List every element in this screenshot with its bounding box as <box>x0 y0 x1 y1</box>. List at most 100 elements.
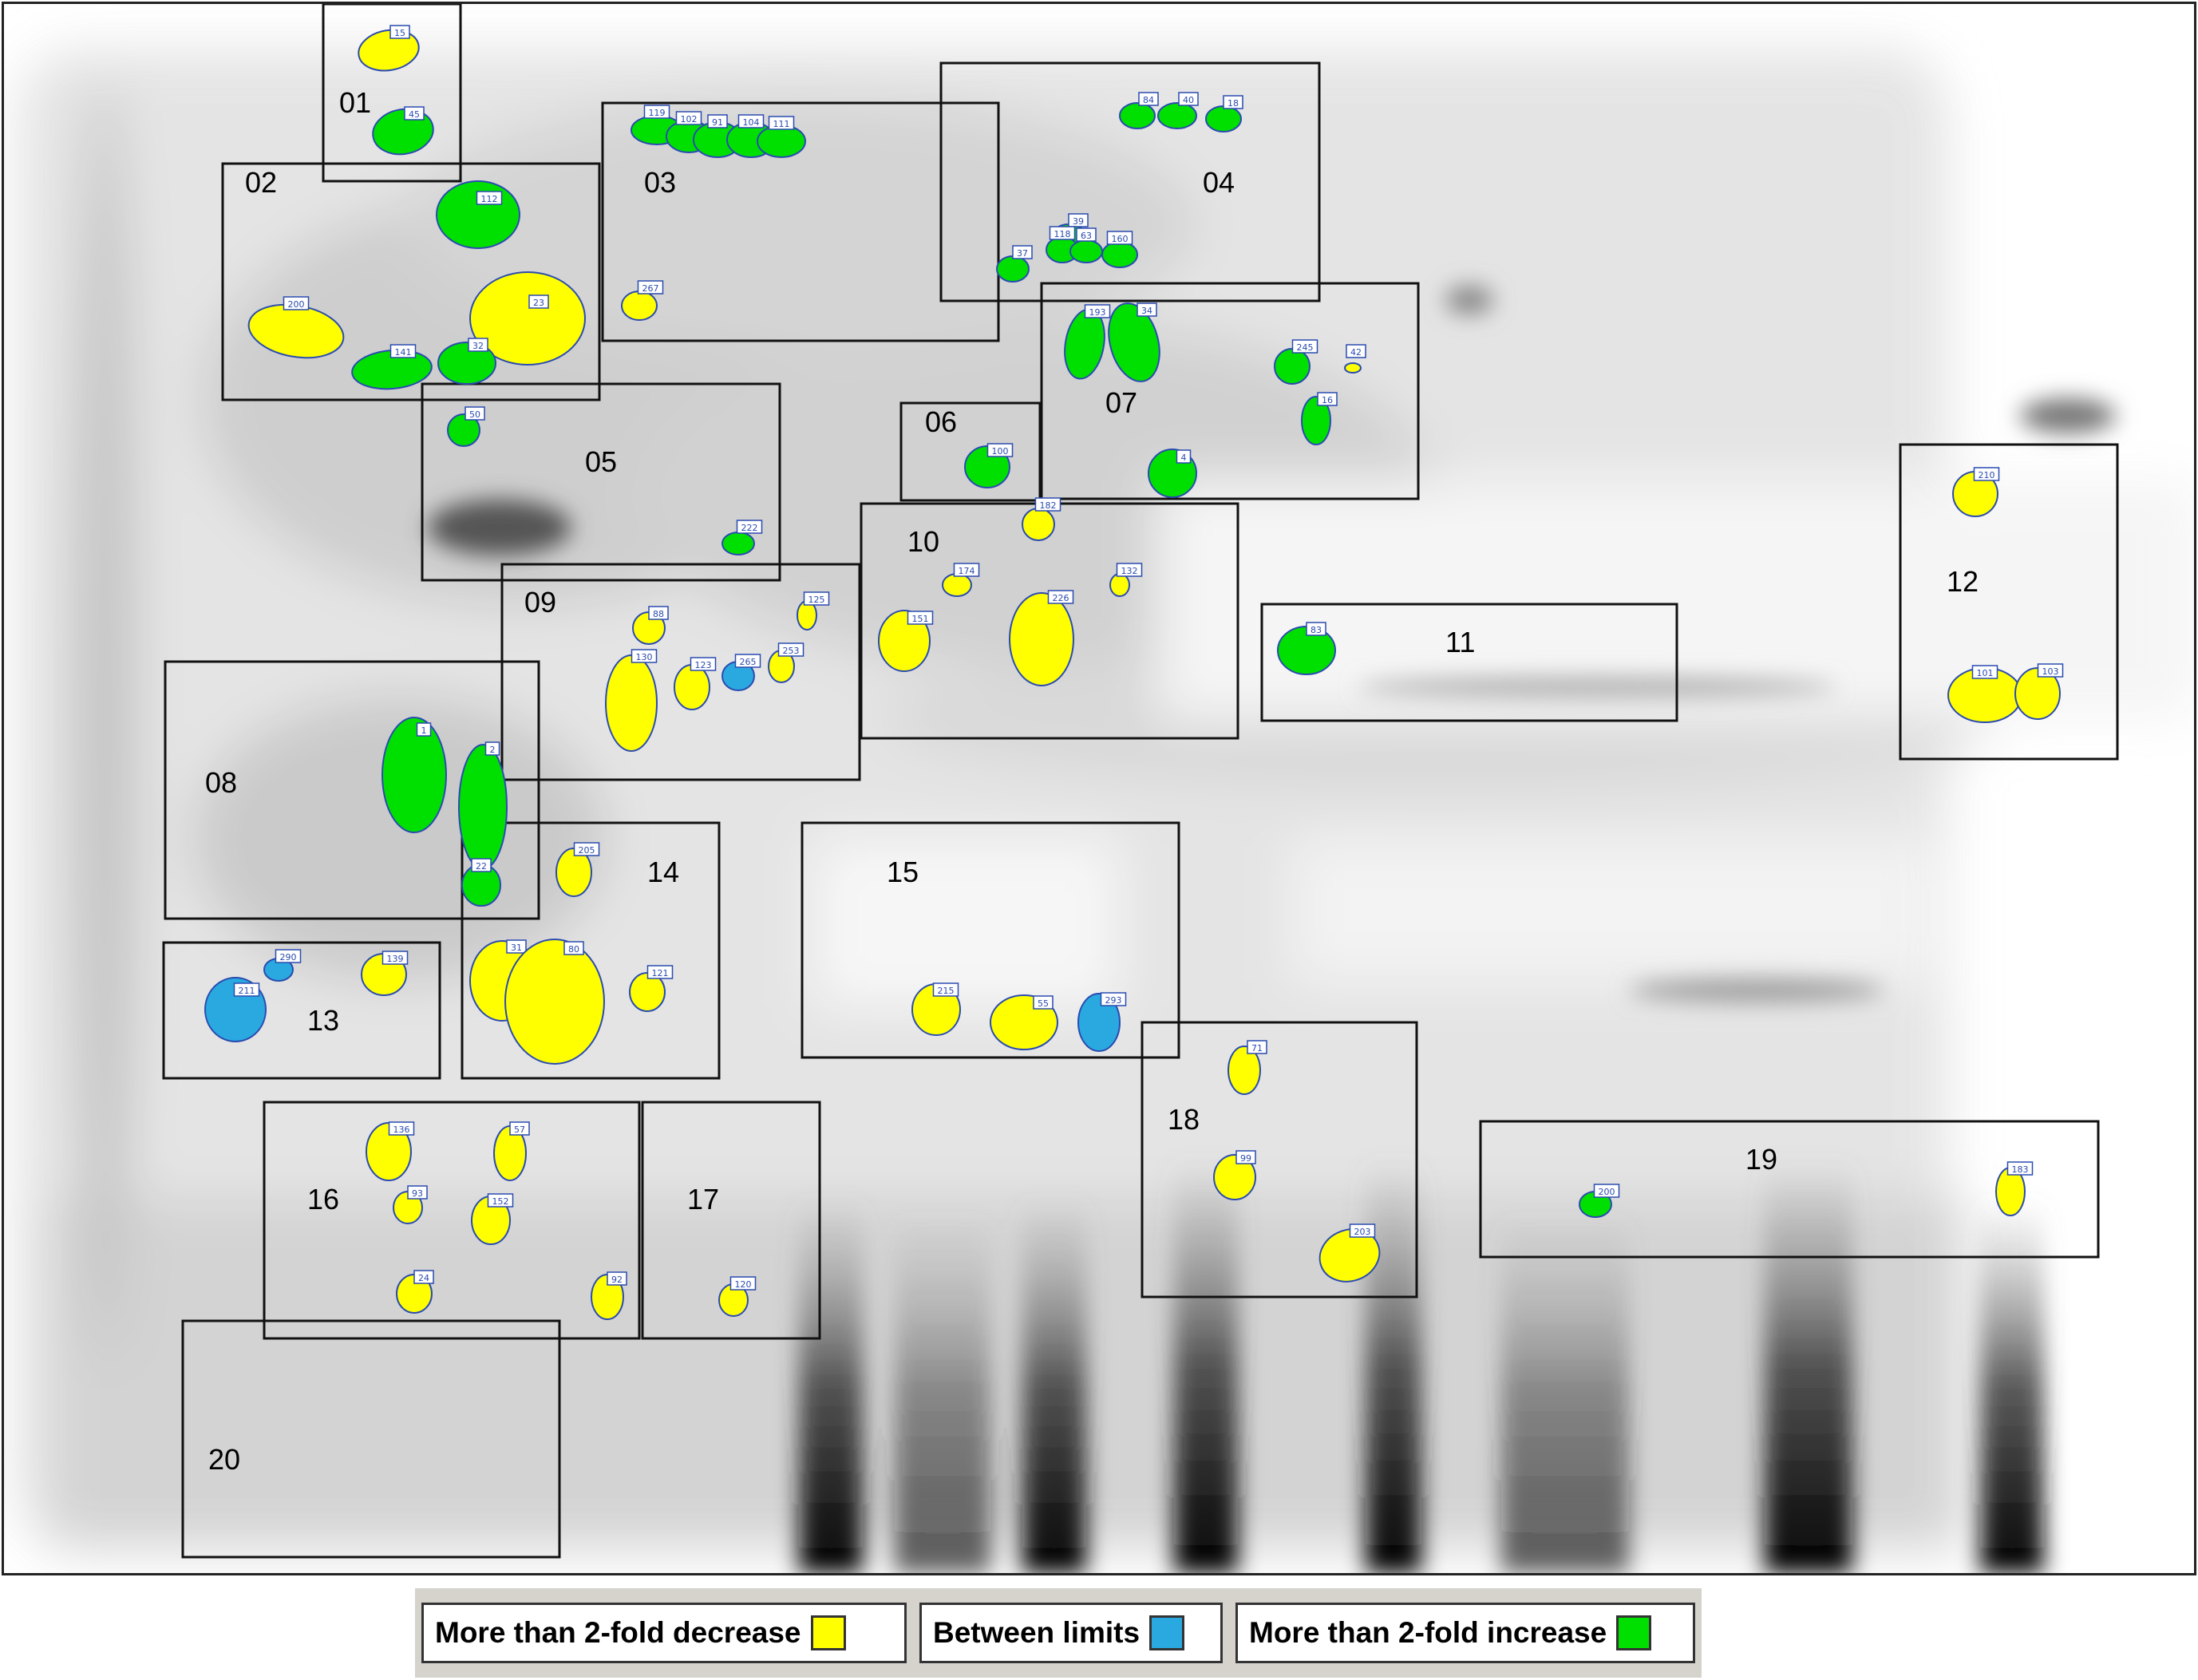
spot-22[interactable]: 22 <box>461 858 501 907</box>
spot-139[interactable]: 139 <box>361 951 409 996</box>
spot-id-293: 293 <box>1105 995 1122 1006</box>
spot-18[interactable]: 18 <box>1205 95 1243 132</box>
spot-183[interactable]: 183 <box>1995 1161 2034 1216</box>
spot-tag-box-57 <box>509 1121 530 1136</box>
spot-222[interactable]: 222 <box>721 520 763 555</box>
region-box-01 <box>322 4 462 183</box>
spot-84[interactable]: 84 <box>1119 92 1159 129</box>
spot-210[interactable]: 210 <box>1952 467 2000 517</box>
spot-267[interactable]: 267 <box>621 280 664 321</box>
region-box-12 <box>1899 443 2119 761</box>
spot-130[interactable]: 130 <box>605 649 658 752</box>
spot-tag-box-37 <box>1012 245 1033 259</box>
spot-111[interactable]: 111 <box>757 116 806 158</box>
spot-id-84: 84 <box>1143 95 1154 105</box>
spot-63[interactable]: 63 <box>1069 227 1103 263</box>
spot-15[interactable]: 15 <box>355 25 422 75</box>
spot-200[interactable]: 200 <box>1579 1184 1620 1218</box>
region-label-08: 08 <box>205 766 237 799</box>
spot-23[interactable]: 23 <box>469 271 586 366</box>
spot-57[interactable]: 57 <box>493 1121 530 1181</box>
spot-123[interactable]: 123 <box>674 657 717 710</box>
spot-shape-111 <box>757 125 806 158</box>
spot-id-24: 24 <box>418 1273 429 1283</box>
region-label-16: 16 <box>307 1183 339 1216</box>
spot-121[interactable]: 121 <box>629 965 674 1012</box>
region-label-15: 15 <box>887 856 919 888</box>
spot-id-200: 200 <box>1599 1187 1615 1197</box>
spot-32[interactable]: 32 <box>437 338 496 385</box>
spot-4[interactable]: 4 <box>1148 449 1197 498</box>
spot-141[interactable]: 141 <box>350 344 433 392</box>
legend-item-increase: More than 2-fold increase <box>1235 1603 1695 1663</box>
spot-93[interactable]: 93 <box>393 1185 428 1224</box>
spot-112[interactable]: 112 <box>436 180 520 249</box>
spot-tag-box-222 <box>736 520 763 534</box>
spot-193[interactable]: 193 <box>1060 304 1111 381</box>
spot-293[interactable]: 293 <box>1077 992 1127 1052</box>
spot-tag-box-34 <box>1137 302 1157 317</box>
region-label-20: 20 <box>208 1443 240 1476</box>
spot-1[interactable]: 1 <box>381 717 447 833</box>
spot-136[interactable]: 136 <box>366 1121 415 1181</box>
spot-160[interactable]: 160 <box>1101 231 1138 268</box>
spot-tag-box-84 <box>1138 92 1159 106</box>
region-label-09: 09 <box>524 586 556 619</box>
spot-71[interactable]: 71 <box>1227 1040 1267 1095</box>
spot-88[interactable]: 88 <box>632 606 669 645</box>
spot-45[interactable]: 45 <box>370 105 437 159</box>
spot-tag-box-245 <box>1291 339 1318 354</box>
spot-2[interactable]: 2 <box>458 741 508 870</box>
spot-tag-box-45 <box>404 106 425 121</box>
region-box-05 <box>421 382 781 582</box>
spot-118[interactable]: 118 <box>1046 226 1079 263</box>
spot-103[interactable]: 103 <box>2014 663 2064 720</box>
spot-211[interactable]: 211 <box>204 977 267 1042</box>
spot-101[interactable]: 101 <box>1947 665 2022 723</box>
spot-tag-box-120 <box>729 1276 757 1291</box>
spot-16[interactable]: 16 <box>1301 392 1338 445</box>
region-box-19 <box>1479 1120 2100 1259</box>
spot-tag-box-50 <box>465 406 485 421</box>
spot-203[interactable]: 203 <box>1312 1221 1386 1290</box>
spot-215[interactable]: 215 <box>911 982 961 1036</box>
spot-132[interactable]: 132 <box>1109 563 1143 597</box>
spot-34[interactable]: 34 <box>1101 298 1168 387</box>
spot-id-63: 63 <box>1081 231 1092 241</box>
spot-50[interactable]: 50 <box>447 406 485 447</box>
spot-92[interactable]: 92 <box>591 1271 627 1320</box>
spot-40[interactable]: 40 <box>1157 92 1199 129</box>
spot-shape-99 <box>1213 1154 1256 1200</box>
spot-id-103: 103 <box>2042 666 2059 677</box>
spot-100[interactable]: 100 <box>964 443 1014 488</box>
spot-151[interactable]: 151 <box>878 610 934 672</box>
spot-tag-box-111 <box>768 116 795 130</box>
spot-245[interactable]: 245 <box>1274 339 1318 385</box>
spot-37[interactable]: 37 <box>996 245 1033 283</box>
spot-290[interactable]: 290 <box>263 949 302 982</box>
spot-182[interactable]: 182 <box>1022 497 1061 541</box>
spot-205[interactable]: 205 <box>555 842 600 897</box>
spot-shape-45 <box>372 108 434 156</box>
spot-55[interactable]: 55 <box>990 994 1058 1050</box>
spot-253[interactable]: 253 <box>768 642 804 683</box>
spot-shape-160 <box>1101 241 1138 268</box>
spot-83[interactable]: 83 <box>1277 622 1336 675</box>
spot-265[interactable]: 265 <box>721 654 761 691</box>
spot-42[interactable]: 42 <box>1344 344 1366 374</box>
spot-226[interactable]: 226 <box>1009 590 1074 686</box>
spot-125[interactable]: 125 <box>797 591 830 630</box>
spot-id-136: 136 <box>393 1125 410 1135</box>
spot-80[interactable]: 80 <box>504 939 605 1065</box>
spot-200[interactable]: 200 <box>244 296 347 365</box>
spot-id-253: 253 <box>783 646 800 656</box>
spot-99[interactable]: 99 <box>1213 1150 1256 1200</box>
spot-tag-box-23 <box>528 294 549 309</box>
spot-24[interactable]: 24 <box>396 1270 434 1314</box>
spot-id-16: 16 <box>1322 395 1333 405</box>
spot-152[interactable]: 152 <box>471 1193 514 1245</box>
spot-tag-box-267 <box>637 280 664 294</box>
spot-120[interactable]: 120 <box>718 1276 757 1317</box>
spot-119[interactable]: 119 <box>631 105 683 145</box>
spot-174[interactable]: 174 <box>942 563 980 597</box>
